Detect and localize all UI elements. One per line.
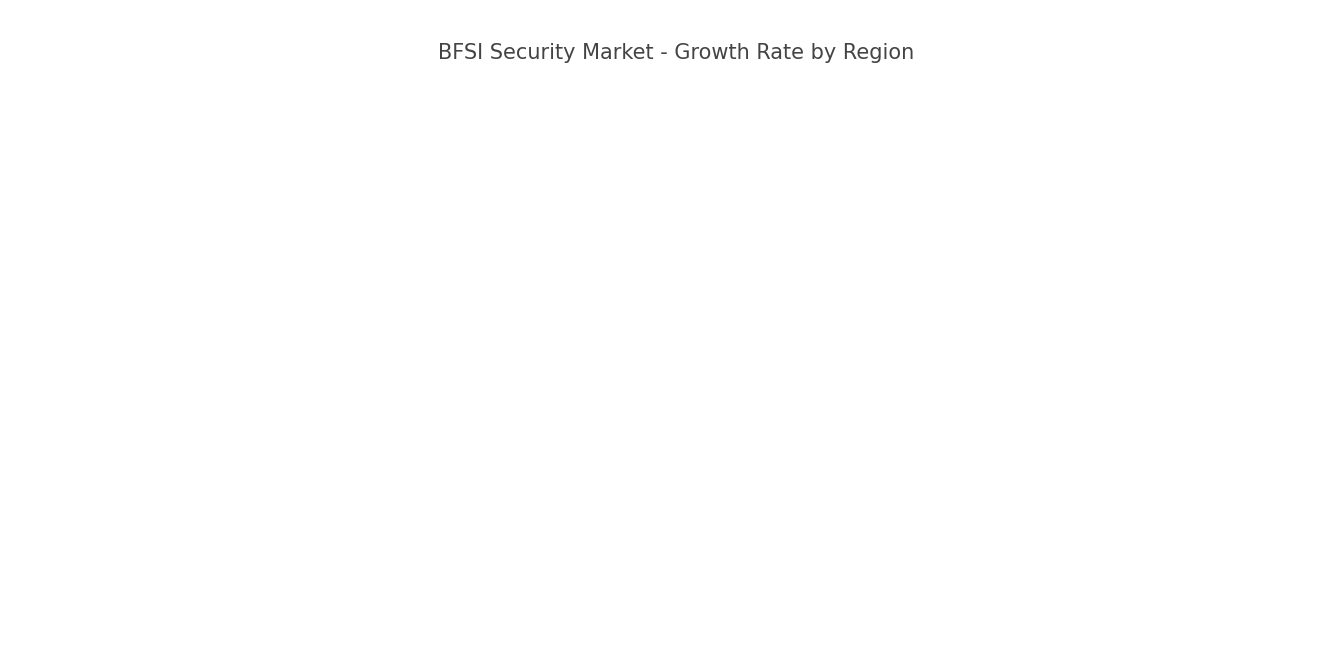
Title: BFSI Security Market - Growth Rate by Region: BFSI Security Market - Growth Rate by Re… — [438, 43, 915, 63]
